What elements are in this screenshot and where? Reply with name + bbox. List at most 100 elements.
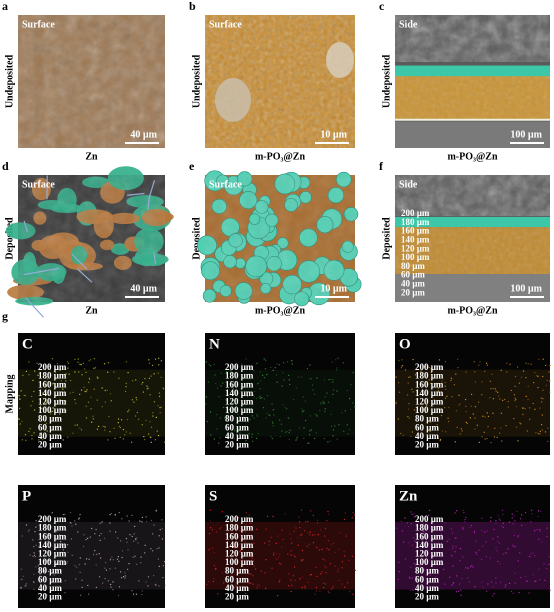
signal-dot [256, 528, 258, 530]
signal-dot [304, 530, 306, 532]
signal-dot [455, 546, 457, 548]
signal-dot [225, 546, 228, 549]
signal-dot [514, 572, 516, 574]
signal-dot [71, 525, 73, 527]
depth-label: 20 µm [415, 439, 439, 449]
signal-dot [514, 520, 516, 522]
signal-dot [395, 376, 397, 378]
signal-dot [514, 582, 516, 584]
signal-dot [125, 537, 128, 540]
signal-dot [109, 583, 112, 586]
signal-dot [50, 411, 52, 413]
depth-label: 40 µm [225, 583, 249, 593]
signal-dot [542, 375, 544, 378]
signal-dot [412, 589, 414, 591]
signal-dot [74, 424, 76, 426]
depth-label: 80 µm [38, 414, 62, 424]
signal-dot [20, 568, 23, 570]
signal-dot [402, 434, 404, 436]
signal-dot [466, 567, 469, 569]
signal-dot [504, 398, 506, 401]
particle [215, 78, 251, 122]
signal-dot [213, 564, 215, 567]
signal-dot [430, 371, 433, 374]
signal-dot [82, 362, 84, 364]
signal-dot [474, 381, 476, 383]
signal-dot [324, 535, 326, 537]
signal-dot [481, 381, 483, 383]
texture [395, 76, 550, 121]
signal-dot [502, 513, 504, 516]
signal-dot [292, 398, 295, 401]
signal-dot [49, 559, 51, 561]
signal-dot [109, 558, 112, 560]
signal-dot [118, 511, 120, 514]
signal-dot [48, 559, 50, 562]
signal-dot [312, 542, 315, 544]
signal-dot [465, 410, 467, 413]
signal-dot [215, 567, 217, 569]
signal-dot [254, 390, 256, 393]
signal-dot [537, 432, 539, 435]
signal-dot [117, 555, 119, 558]
signal-dot [240, 388, 242, 390]
signal-dot [327, 511, 329, 513]
signal-dot [427, 552, 429, 555]
signal-dot [301, 586, 303, 589]
signal-dot [485, 556, 487, 558]
signal-dot [283, 379, 285, 381]
signal-dot [46, 594, 48, 596]
signal-dot [316, 414, 318, 416]
signal-dot [336, 438, 338, 440]
signal-dot [497, 515, 499, 517]
signal-dot [118, 425, 121, 427]
signal-dot [432, 520, 435, 522]
signal-dot [131, 399, 133, 401]
signal-dot [152, 533, 154, 535]
signal-dot [313, 393, 316, 396]
signal-dot [66, 544, 69, 546]
signal-dot [72, 432, 74, 434]
signal-dot [117, 537, 119, 539]
signal-dot [444, 382, 446, 384]
signal-dot [426, 404, 428, 407]
signal-dot [514, 375, 517, 378]
signal-dot [444, 407, 446, 409]
signal-dot [433, 399, 435, 401]
signal-dot [215, 531, 218, 533]
signal-dot [129, 534, 131, 536]
signal-dot [250, 582, 252, 584]
layer [395, 118, 550, 121]
depth-label: 20 µm [225, 591, 249, 601]
signal-dot [422, 530, 425, 532]
signal-dot [486, 412, 488, 414]
signal-dot [142, 391, 144, 393]
signal-dot [525, 362, 527, 364]
signal-dot [293, 554, 295, 556]
row-label: Undeposited [191, 54, 202, 108]
depth-label: 80 µm [38, 566, 62, 576]
signal-dot [472, 566, 474, 568]
signal-dot [65, 380, 67, 382]
signal-dot [288, 417, 290, 420]
signal-dot [164, 560, 166, 563]
signal-dot [79, 427, 81, 429]
scale-label: 40 µm [130, 129, 157, 140]
signal-dot [398, 561, 400, 563]
signal-dot [149, 421, 151, 423]
signal-dot [117, 594, 120, 597]
signal-dot [39, 574, 41, 576]
signal-dot [25, 439, 27, 441]
signal-dot [512, 523, 514, 525]
signal-dot [104, 426, 106, 428]
panel-letter: d [2, 159, 9, 173]
signal-dot [484, 531, 486, 533]
signal-dot [280, 563, 282, 565]
signal-dot [511, 517, 513, 519]
signal-dot [125, 382, 127, 385]
signal-dot [349, 591, 351, 593]
signal-dot [497, 540, 499, 543]
signal-dot [534, 408, 536, 410]
signal-dot [437, 437, 439, 439]
signal-dot [252, 394, 254, 396]
